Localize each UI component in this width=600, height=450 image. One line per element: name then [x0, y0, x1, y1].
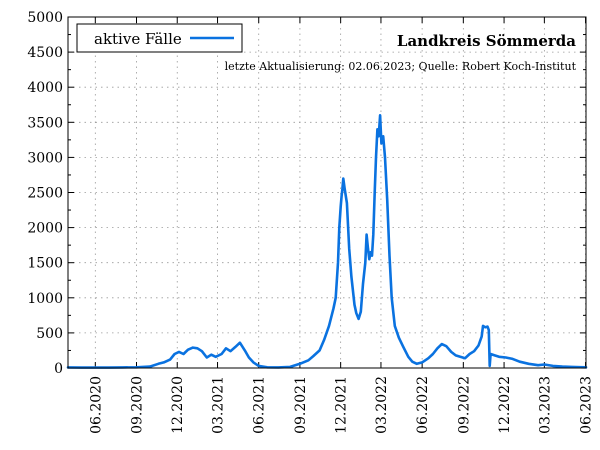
x-tick-label: 12.2021 — [334, 376, 350, 434]
y-tick-label: 4500 — [27, 45, 63, 61]
y-tick-label: 3500 — [27, 115, 63, 131]
series-line-aktive-faelle — [66, 114, 588, 369]
x-tick-label: 06.2022 — [415, 376, 431, 434]
y-tick-label: 500 — [36, 326, 63, 342]
y-tick-label: 2500 — [27, 186, 63, 202]
y-tick-label: 0 — [54, 361, 63, 377]
chart-subtitle: letzte Aktualisierung: 02.06.2023; Quell… — [225, 60, 577, 73]
y-tick-label: 3000 — [27, 150, 63, 166]
x-tick-label: 12.2022 — [497, 376, 513, 434]
y-tick-label: 1000 — [27, 291, 63, 307]
x-tick-label: 09.2021 — [293, 376, 309, 434]
y-tick-label: 4000 — [27, 80, 63, 96]
plot-frame — [67, 16, 587, 369]
x-tick-label: 06.2023 — [579, 376, 595, 434]
x-tick-label: 06.2020 — [88, 376, 104, 434]
legend-entry-label: aktive Fälle — [94, 30, 182, 48]
x-tick-label: 12.2020 — [170, 376, 186, 434]
x-tick-label: 03.2023 — [537, 376, 553, 434]
y-tick-label: 2000 — [27, 221, 63, 237]
y-axis: 0 500 1000 1500 2000 2500 3000 3500 4000 4500 5000 — [27, 10, 586, 377]
x-tick-label: 09.2022 — [456, 376, 472, 434]
chart-title: Landkreis Sömmerda — [397, 32, 576, 50]
x-tick-label: 03.2022 — [374, 376, 390, 434]
y-tick-label: 1500 — [27, 256, 63, 272]
grid-lines — [68, 17, 586, 368]
x-tick-label: 09.2020 — [129, 376, 145, 434]
x-tick-label: 06.2021 — [252, 376, 268, 434]
legend: aktive Fälle — [76, 23, 243, 53]
x-axis: 06.2020 09.2020 12.2020 03.2021 06.2021 09.20… — [88, 17, 595, 434]
x-tick-label: 03.2021 — [211, 376, 227, 434]
y-tick-label: 5000 — [27, 10, 63, 26]
